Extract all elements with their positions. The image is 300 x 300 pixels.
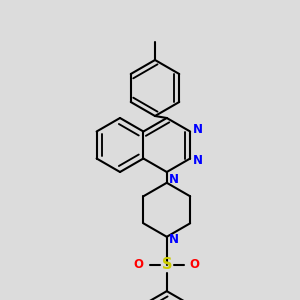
- Text: N: N: [169, 173, 179, 186]
- Text: S: S: [161, 257, 172, 272]
- Text: O: O: [134, 258, 144, 271]
- Text: O: O: [190, 258, 200, 271]
- Text: N: N: [169, 233, 179, 246]
- Text: N: N: [193, 154, 203, 167]
- Text: N: N: [193, 123, 203, 136]
